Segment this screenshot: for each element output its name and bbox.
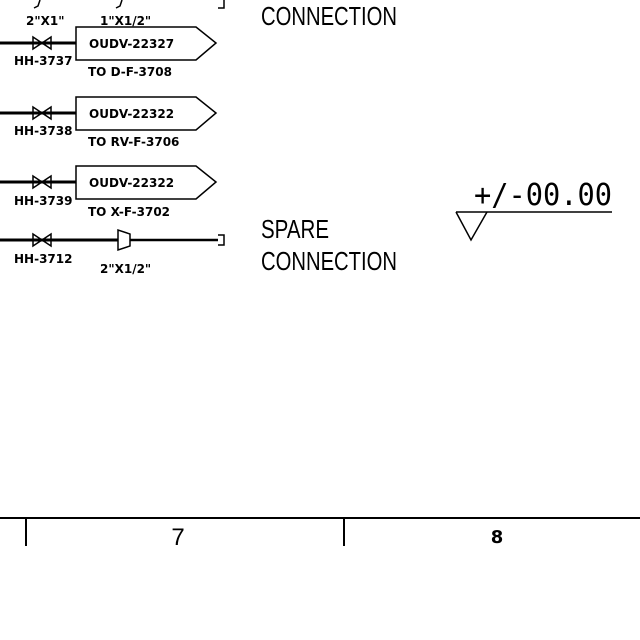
- pipe-cap-icon: [218, 234, 225, 246]
- valve-tag: HH-3738: [14, 124, 72, 138]
- cap-partial: [218, 0, 225, 9]
- gate-valve-icon: [32, 174, 52, 190]
- destination-label: TO RV-F-3706: [88, 135, 179, 149]
- reducer-partial-right: [115, 0, 123, 9]
- spare-label: SPARE: [261, 214, 329, 244]
- gate-valve-icon: [32, 232, 52, 248]
- destination-label: TO X-F-3702: [88, 205, 170, 219]
- process-line-1: OUDV-22327 HH-3737 TO D-F-3708: [0, 26, 218, 79]
- spare-line: HH-3712 2"X1/2" SPARE CONNECTION: [0, 214, 397, 276]
- process-line-2: OUDV-22322 HH-3738 TO RV-F-3706: [0, 96, 218, 149]
- offpage-connector-arrow[interactable]: [75, 26, 218, 61]
- gate-valve-icon: [32, 105, 52, 121]
- reducer-icon: [117, 228, 131, 252]
- top-connection-label: CONNECTION: [261, 1, 397, 31]
- reducer-size-label: 2"X1/2": [100, 262, 151, 276]
- grid-column-7: 7: [171, 524, 184, 551]
- line-number: OUDV-22327: [89, 37, 174, 51]
- valve-tag: HH-3737: [14, 54, 72, 68]
- size-label-left: 2"X1": [26, 14, 64, 28]
- offpage-connector-arrow[interactable]: [75, 165, 218, 200]
- valve-tag: HH-3712: [14, 252, 72, 266]
- offpage-connector-arrow[interactable]: [75, 96, 218, 131]
- grid-border: 7 8: [0, 517, 640, 551]
- elevation-value: +/-00.00: [474, 178, 612, 213]
- process-line-3: OUDV-22322 HH-3739 TO X-F-3702: [0, 165, 218, 219]
- valve-tag: HH-3739: [14, 194, 72, 208]
- line-number: OUDV-22322: [89, 107, 174, 121]
- elevation-marker: +/-00.00: [455, 178, 612, 242]
- grid-column-8: 8: [491, 527, 504, 548]
- line-number: OUDV-22322: [89, 176, 174, 190]
- elevation-triangle-icon: [455, 211, 488, 242]
- spare-connection-label: CONNECTION: [261, 246, 397, 276]
- destination-label: TO D-F-3708: [88, 65, 172, 79]
- top-partial-row: 2"X1" 1"X1/2" CONNECTION: [26, 0, 397, 31]
- reducer-partial-left: [33, 0, 41, 9]
- gate-valve-icon: [32, 35, 52, 51]
- size-label-right: 1"X1/2": [100, 14, 151, 28]
